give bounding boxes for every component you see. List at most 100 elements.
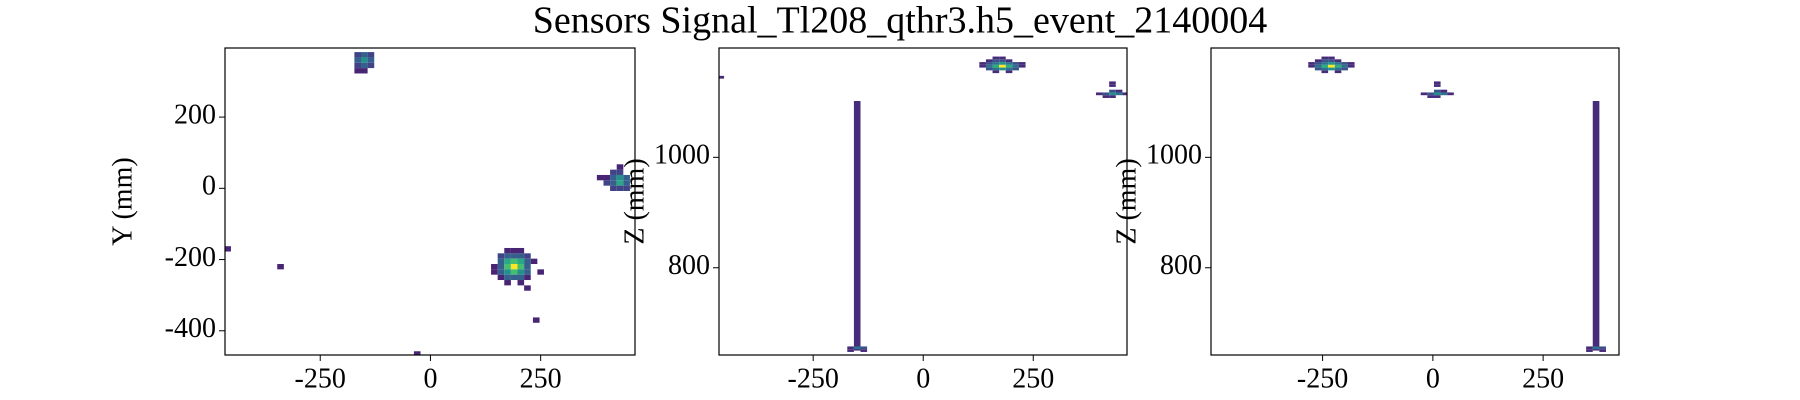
heat-cell — [361, 52, 368, 58]
heat-cell — [1586, 349, 1593, 352]
heat-cell — [530, 258, 538, 265]
heat-cell — [1005, 59, 1013, 63]
heat-cell — [504, 253, 511, 259]
heat-cell — [1102, 95, 1110, 98]
heat-cell — [992, 62, 1000, 65]
heat-cell — [847, 349, 854, 352]
heat-cell — [1599, 346, 1606, 350]
heat-cell — [532, 317, 540, 323]
heat-cell — [610, 169, 617, 175]
heat-cell — [354, 57, 362, 63]
axes-frame — [1210, 47, 1620, 356]
heat-cell — [1433, 81, 1441, 85]
heat-cell — [497, 274, 505, 281]
x-tick-label: 250 — [1522, 363, 1564, 394]
heat-cell — [517, 274, 525, 281]
heat-cell — [610, 180, 617, 186]
heat-cell — [413, 351, 421, 355]
heat-cell — [1433, 95, 1441, 98]
cells — [719, 56, 1127, 352]
figure-title: Sensors Signal_Tl208_qthr3.h5_event_2140… — [533, 0, 1268, 42]
heat-cell — [504, 258, 511, 265]
heat-cell — [1005, 70, 1013, 74]
heat-cell — [1005, 62, 1013, 65]
heat-cell — [517, 247, 525, 254]
y-tick-label: 1000 — [1146, 140, 1202, 171]
heat-cell — [992, 64, 1000, 68]
heat-cell — [623, 180, 630, 186]
heat-cell — [1328, 67, 1335, 71]
heat-cell — [1012, 64, 1019, 68]
heat-cell — [361, 57, 368, 63]
heat-cell — [1347, 62, 1355, 65]
heat-cell — [1308, 64, 1315, 68]
heat-cell — [1321, 59, 1329, 63]
heat-cell — [524, 285, 531, 291]
heat-cell — [1012, 62, 1019, 65]
heat-cell — [1109, 92, 1116, 96]
heat-cell — [1321, 67, 1329, 71]
heat-cell — [1334, 59, 1342, 63]
heat-cell — [1314, 64, 1322, 68]
column-cell — [1592, 101, 1600, 351]
x-tick-label: -250 — [295, 363, 346, 394]
heat-cell — [999, 59, 1006, 63]
heat-cell — [537, 269, 544, 275]
heat-cell — [860, 346, 868, 350]
heat-cell — [1440, 89, 1448, 93]
heat-cell — [361, 68, 368, 74]
y-tick-label: 1000 — [654, 140, 710, 171]
heat-cell — [1005, 64, 1013, 68]
heat-cell — [367, 57, 375, 63]
heat-cell — [1314, 62, 1322, 65]
heat-cell — [510, 247, 518, 254]
heat-cell — [1115, 92, 1123, 96]
heat-cell — [1341, 64, 1348, 68]
y-tick-label: -200 — [165, 242, 216, 273]
heat-cell — [497, 258, 505, 265]
heat-cell — [517, 280, 525, 286]
heat-cell — [517, 258, 525, 265]
heat-cell — [610, 174, 617, 181]
cells — [1308, 56, 1606, 352]
y-tick-label: 800 — [1160, 250, 1202, 281]
heat-cell — [616, 164, 624, 170]
heat-cell — [1308, 62, 1315, 65]
heat-cell — [277, 264, 284, 270]
heat-cell — [616, 180, 624, 186]
heat-cell — [1321, 56, 1329, 60]
plot-area: -250 0 250 -400 -200 0 200 Y (mm) — [107, 47, 636, 394]
heat-cell — [354, 62, 362, 69]
heat-cell — [1018, 62, 1026, 65]
y-tick-label: 0 — [202, 171, 216, 202]
y-tick-label: 800 — [668, 250, 710, 281]
heat-cell — [1122, 92, 1127, 96]
x-tick-label: -250 — [1297, 363, 1348, 394]
heat-cell — [1341, 67, 1348, 71]
heat-cell — [985, 62, 993, 65]
heat-cell — [1334, 64, 1342, 68]
heat-cell — [504, 264, 511, 270]
heat-cell — [1314, 67, 1322, 71]
heat-cell — [1328, 64, 1335, 68]
heat-cell — [1321, 70, 1329, 74]
heat-cell — [1433, 84, 1441, 87]
heat-cell — [497, 264, 505, 270]
heat-cell — [999, 62, 1006, 65]
heat-cell — [354, 68, 362, 74]
column-cell — [853, 101, 861, 351]
heat-cell — [1427, 92, 1434, 96]
heat-cell — [985, 64, 993, 68]
heat-cell — [1328, 56, 1335, 60]
heat-cell — [524, 253, 531, 259]
heat-cell — [524, 274, 531, 281]
heat-cell — [491, 264, 498, 270]
heat-cell — [979, 64, 986, 68]
heat-cell — [1321, 64, 1329, 68]
heat-cell — [367, 52, 375, 58]
heat-cell — [1586, 346, 1593, 350]
heat-cell — [992, 56, 1000, 60]
heat-cell — [1095, 92, 1103, 96]
